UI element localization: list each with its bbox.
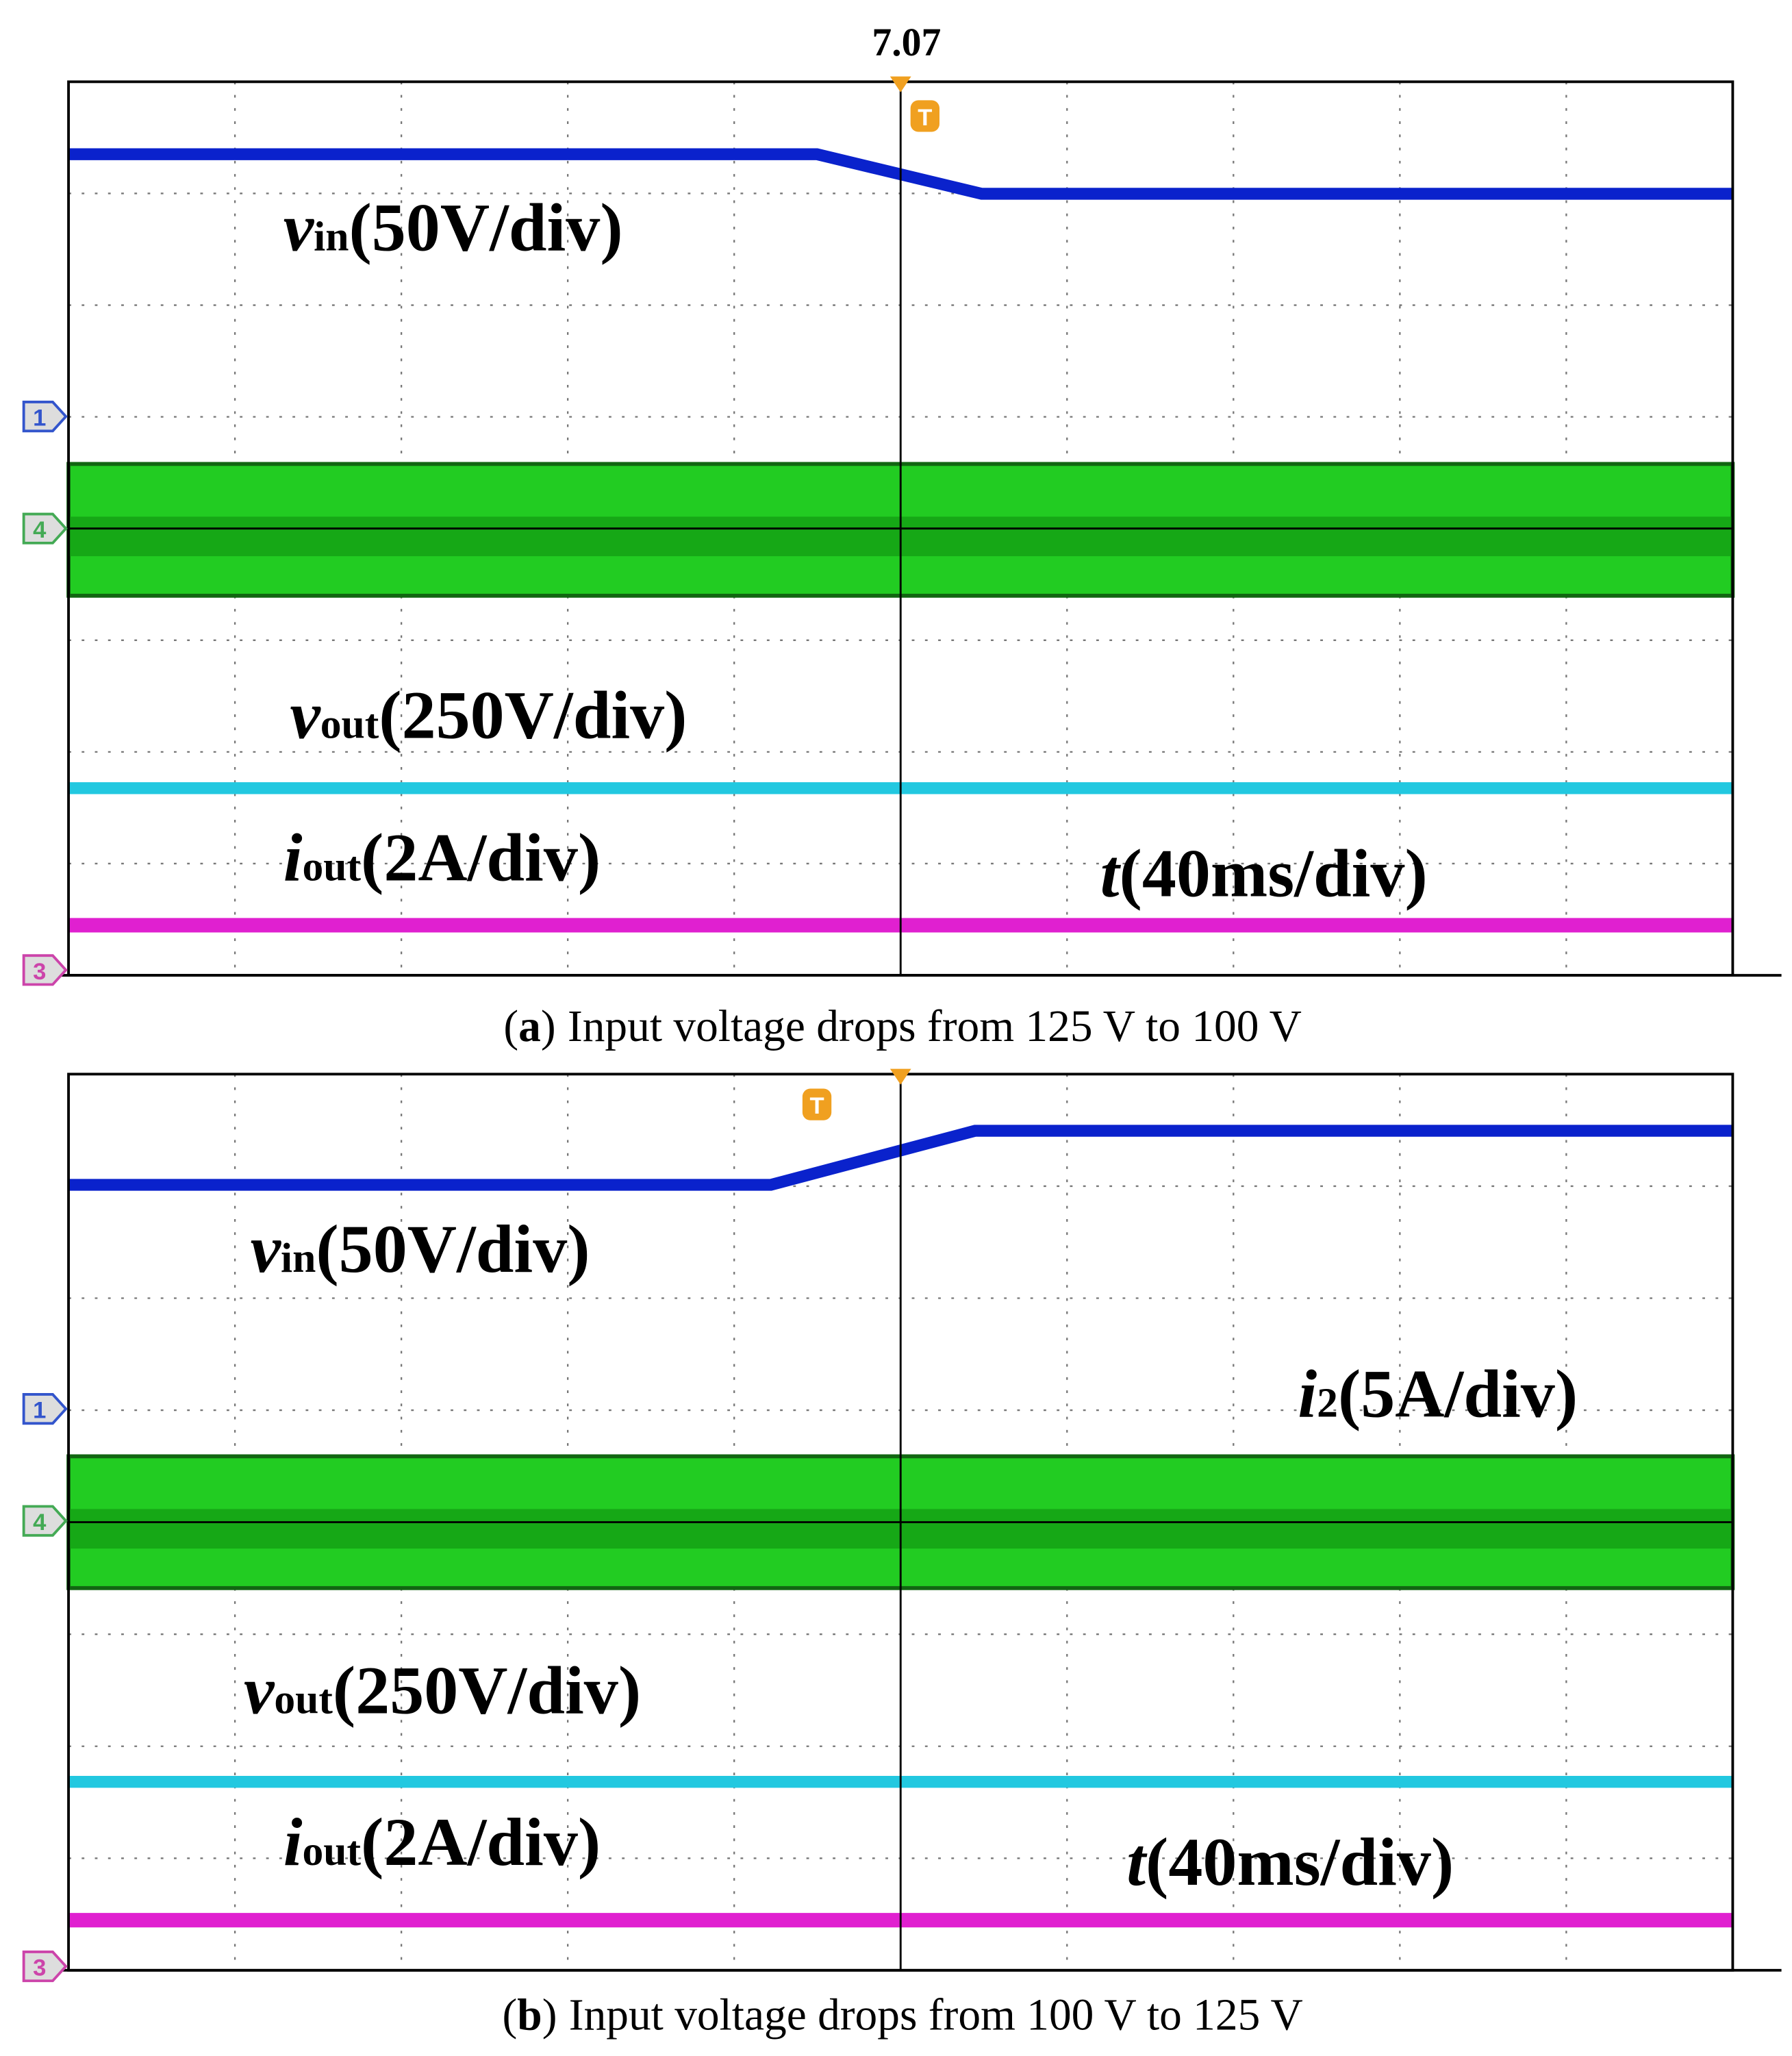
trace-label: t(40ms/div) — [1100, 836, 1428, 912]
channel-marker — [22, 1950, 68, 1983]
trigger-marker — [910, 100, 940, 132]
label-symbol: t — [1126, 1824, 1148, 1900]
trigger-marker — [802, 1088, 832, 1120]
label-scale: (40ms/div) — [1120, 836, 1428, 912]
trigger-arrow — [889, 1068, 911, 1085]
caption-close: ) — [542, 1990, 557, 2040]
top-label: 7.07 — [872, 21, 941, 64]
label-scale: (2A/div) — [361, 819, 601, 895]
caption-close: ) — [541, 1002, 556, 1051]
scope-panel: T143vin(50V/div)i2(5A/div)vout(250V/div)… — [22, 1068, 1782, 2040]
caption-text: Input voltage drops from 100 V to 125 V — [569, 1990, 1303, 2040]
trigger-label: T — [918, 105, 932, 131]
trigger-arrow — [889, 76, 911, 92]
trigger-label: T — [809, 1093, 824, 1119]
channel-label: 1 — [33, 1398, 46, 1424]
label-symbol: i — [1298, 1356, 1317, 1432]
caption-text: Input voltage drops from 125 V to 100 V — [568, 1002, 1302, 1051]
label-subscript: out — [303, 843, 362, 890]
trace-blue — [68, 1125, 1733, 1191]
caption-open: ( — [503, 1002, 518, 1051]
trace-label: vout(250V/div) — [290, 677, 687, 753]
label-subscript: in — [314, 214, 349, 260]
label-scale: (250V/div) — [333, 1653, 641, 1729]
trace-label: t(40ms/div) — [1126, 1824, 1454, 1900]
label-scale: (40ms/div) — [1146, 1824, 1454, 1900]
label-subscript: out — [303, 1828, 362, 1875]
channel-label: 1 — [33, 405, 46, 431]
label-scale: (50V/div) — [349, 190, 622, 266]
channel-marker — [22, 512, 68, 544]
label-symbol: i — [283, 819, 303, 895]
trace-label: vin(50V/div) — [283, 190, 623, 266]
scope-panel: T143vin(50V/div)vout(250V/div)iout(2A/di… — [22, 76, 1782, 1051]
label-subscript: out — [274, 1677, 333, 1723]
trace-label: vout(250V/div) — [244, 1653, 641, 1729]
label-subscript: 2 — [1317, 1380, 1338, 1427]
trace-blue — [68, 148, 1733, 200]
channel-marker — [22, 1393, 68, 1425]
label-symbol: i — [283, 1804, 303, 1880]
trace-label: iout(2A/div) — [283, 819, 601, 895]
label-symbol: v — [283, 190, 315, 266]
channel-label: 4 — [33, 1509, 47, 1535]
trace-label: iout(2A/div) — [283, 1804, 601, 1880]
caption-letter: b — [517, 1990, 542, 2040]
label-scale: (2A/div) — [361, 1804, 601, 1880]
caption: (a) Input voltage drops from 125 V to 100… — [503, 1002, 1301, 1051]
label-subscript: out — [320, 701, 379, 748]
channel-label: 3 — [33, 1955, 46, 1981]
caption-open: ( — [503, 1990, 518, 2040]
channel-marker — [22, 1505, 68, 1537]
trace-label: i2(5A/div) — [1298, 1356, 1578, 1432]
label-scale: (250V/div) — [379, 677, 687, 753]
trace-label: vin(50V/div) — [251, 1211, 590, 1287]
channel-label: 3 — [33, 959, 46, 985]
label-symbol: v — [244, 1653, 275, 1729]
label-symbol: v — [290, 677, 321, 753]
channel-label: 4 — [33, 517, 47, 543]
label-symbol: t — [1100, 836, 1122, 912]
label-subscript: in — [281, 1235, 316, 1281]
label-scale: (5A/div) — [1338, 1356, 1578, 1432]
channel-marker — [22, 401, 68, 433]
label-symbol: v — [251, 1211, 282, 1287]
label-scale: (50V/div) — [316, 1211, 590, 1287]
channel-marker — [22, 954, 68, 986]
caption: (b) Input voltage drops from 100 V to 125… — [503, 1990, 1303, 2040]
caption-letter: a — [518, 1002, 541, 1051]
